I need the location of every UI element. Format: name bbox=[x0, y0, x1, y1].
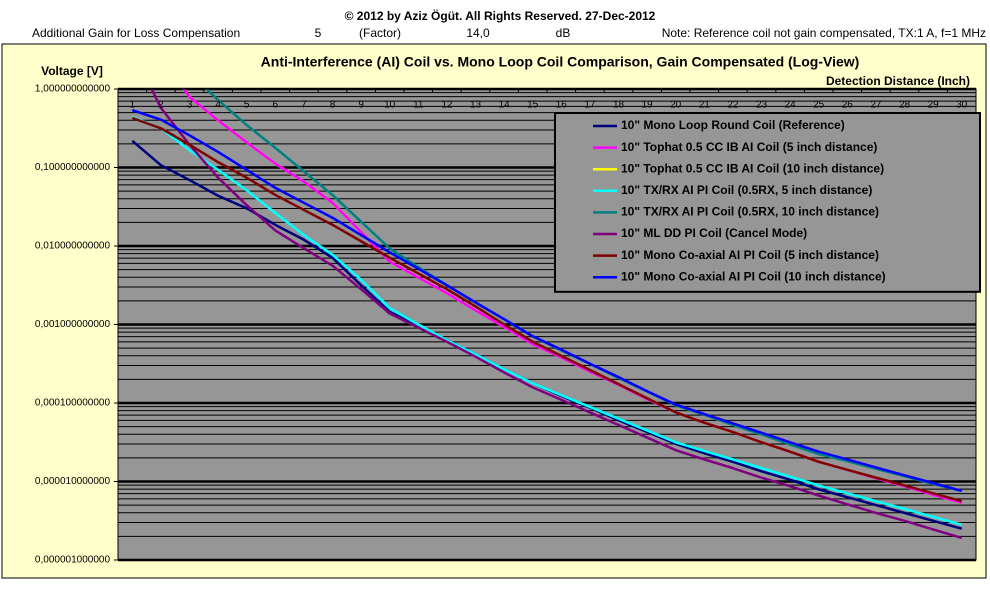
series-line bbox=[131, 116, 963, 503]
y-tick-label: 0,000100000000 bbox=[35, 398, 111, 409]
legend-label: 10" TX/RX AI PI Coil (0.5RX, 5 inch dist… bbox=[621, 183, 872, 197]
y-tick-label: 0,001000000000 bbox=[35, 319, 111, 330]
x-tick-label: 17 bbox=[584, 100, 596, 111]
gain-factor: 5 bbox=[315, 26, 322, 40]
x-axis-title: Detection Distance (Inch) bbox=[826, 74, 970, 88]
x-tick-label: 8 bbox=[330, 100, 336, 111]
x-tick-label: 7 bbox=[301, 100, 307, 111]
x-tick-label: 27 bbox=[870, 100, 882, 111]
y-tick-label: 1,000000000000 bbox=[35, 84, 111, 95]
lines bbox=[131, 89, 963, 540]
legend: 10" Mono Loop Round Coil (Reference) 10" … bbox=[554, 112, 981, 293]
x-tick-label: 18 bbox=[613, 100, 625, 111]
legend-label: 10" ML DD PI Coil (Cancel Mode) bbox=[621, 226, 807, 240]
y-tick-label: 0,010000000000 bbox=[35, 241, 111, 252]
x-tick-label: 2 bbox=[158, 100, 164, 111]
x-tick-label: 12 bbox=[441, 100, 453, 111]
x-tick-label: 29 bbox=[928, 100, 940, 111]
x-tick-label: 5 bbox=[244, 100, 250, 111]
factor-unit: (Factor) bbox=[359, 26, 401, 40]
x-tick-label: 23 bbox=[756, 100, 768, 111]
chart-title: Anti-Interference (AI) Coil vs. Mono Loo… bbox=[261, 54, 860, 70]
legend-label: 10" TX/RX AI PI Coil (0.5RX, 10 inch dis… bbox=[621, 205, 879, 219]
y-tick-label: 0,100000000000 bbox=[35, 162, 111, 173]
x-tick-label: 21 bbox=[699, 100, 711, 111]
legend-label: 10" Mono Loop Round Coil (Reference) bbox=[621, 118, 845, 132]
y-tick-label: 0,000010000000 bbox=[35, 476, 111, 487]
x-tick-label: 1 bbox=[130, 100, 136, 111]
legend-label: 10" Mono Co-axial AI PI Coil (5 inch dis… bbox=[621, 248, 879, 262]
x-tick-label: 15 bbox=[527, 100, 539, 111]
x-tick-label: 14 bbox=[499, 100, 511, 111]
x-tick-label: 22 bbox=[727, 100, 739, 111]
x-tick-label: 24 bbox=[785, 100, 797, 111]
series-line bbox=[131, 116, 963, 526]
legend-label: 10" Tophat 0.5 CC IB AI Coil (5 inch dis… bbox=[621, 140, 877, 154]
x-tick-label: 13 bbox=[470, 100, 482, 111]
x-tick-label: 9 bbox=[358, 100, 364, 111]
x-tick-label: 19 bbox=[642, 100, 654, 111]
y-axis-title: Voltage [V] bbox=[41, 64, 103, 78]
legend-box bbox=[554, 112, 981, 293]
legend-label: 10" Mono Co-axial AI PI Coil (10 inch di… bbox=[621, 269, 886, 283]
x-tick-label: 3 bbox=[187, 100, 193, 111]
gain-label: Additional Gain for Loss Compensation bbox=[32, 26, 240, 40]
x-tick-label: 25 bbox=[813, 100, 825, 111]
x-tick-label: 16 bbox=[556, 100, 568, 111]
legend-label: 10" Tophat 0.5 CC IB AI Coil (10 inch di… bbox=[621, 161, 884, 175]
gain-db: 14,0 bbox=[466, 26, 490, 40]
x-tick-label: 26 bbox=[842, 100, 854, 111]
x-tick-label: 11 bbox=[413, 100, 424, 111]
x-tick-label: 10 bbox=[384, 100, 396, 111]
note: Note: Reference coil not gain compensate… bbox=[662, 26, 986, 40]
db-unit: dB bbox=[556, 26, 571, 40]
y-tick-label: 0,000001000000 bbox=[35, 555, 111, 566]
x-tick-label: 20 bbox=[670, 100, 682, 111]
series-line bbox=[131, 109, 963, 493]
x-tick-label: 6 bbox=[273, 100, 279, 111]
x-tick-label: 4 bbox=[215, 100, 221, 111]
series-line bbox=[150, 89, 963, 540]
x-tick-label: 30 bbox=[956, 100, 968, 111]
x-tick-label: 28 bbox=[899, 100, 911, 111]
copyright: © 2012 by Aziz Ögüt. All Rights Reserved… bbox=[345, 8, 656, 23]
